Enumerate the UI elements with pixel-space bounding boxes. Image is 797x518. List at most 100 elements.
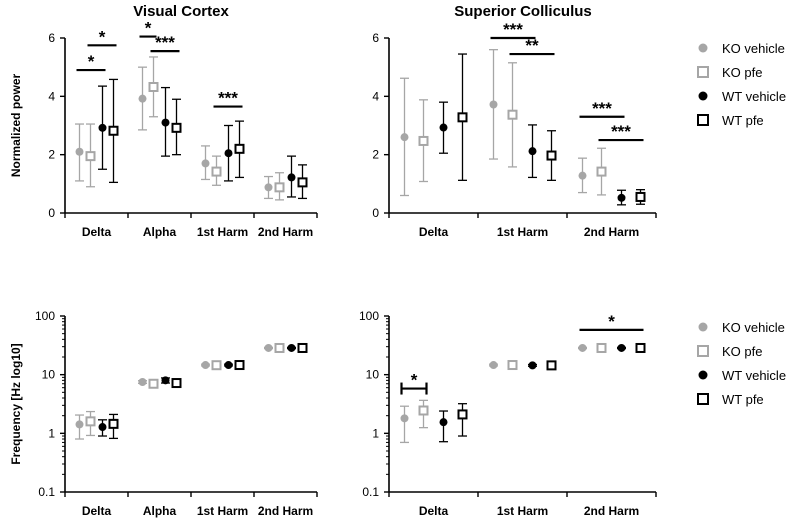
data-point [171,378,182,389]
data-point [287,343,296,352]
data-point [234,360,245,371]
x-category-label: Delta [82,504,112,518]
legend-marker-square [697,114,709,126]
data-point [297,177,308,188]
y-tick-label: 0 [372,206,379,220]
y-tick-label: 4 [372,89,379,103]
y-tick-label: 0.1 [362,485,379,499]
legend-label: KO pfe [722,344,762,359]
data-point [546,150,557,161]
significance-label: *** [218,89,238,108]
significance-label: *** [155,33,175,52]
series-wt-vehicle [98,85,296,198]
data-point [75,420,84,429]
legend-label: WT pfe [722,392,764,407]
significance-annotation: *** [490,20,536,40]
legend-item: WT pfe [697,113,764,128]
legend-label: WT pfe [722,113,764,128]
y-tick-label: 6 [372,31,379,45]
significance-annotation: * [400,371,428,395]
data-point [418,135,429,146]
y-tick-label: 100 [359,309,379,323]
data-point [264,343,273,352]
x-category-label: Delta [82,225,112,239]
legend-item: WT vehicle [698,89,786,104]
data-point [635,191,646,202]
y-tick-label: 0 [48,206,55,220]
data-point [635,342,646,353]
data-point [617,193,626,202]
x-category-label: Alpha [143,504,177,518]
significance-annotation: * [579,312,644,331]
data-point [578,171,587,180]
data-point [507,360,518,371]
significance-label: *** [592,99,612,118]
data-point [148,378,159,389]
series-ko-vehicle [400,343,587,444]
significance-annotation: *** [579,99,625,118]
data-point [439,418,448,427]
significance-annotation: ** [509,36,555,56]
data-point [85,416,96,427]
series-ko-pfe [418,342,607,429]
data-point [528,147,537,156]
data-point [148,82,159,92]
series-ko-pfe [85,342,285,437]
data-point [138,377,147,386]
data-point [161,118,170,127]
data-point [507,109,518,120]
x-category-label: Alpha [143,225,177,239]
series-wt-vehicle [439,101,626,206]
y-tick-label: 4 [48,89,55,103]
data-point [596,342,607,353]
data-point [98,423,107,432]
series-ko-pfe [418,62,607,196]
data-point [171,122,182,133]
chart-panel-1: Visual Cortex 0 2 4 6 Delta Alpha 1st Harm 2nd H… [9,3,318,239]
legend-label: KO pfe [722,65,762,80]
x-category-label: Delta [419,225,449,239]
data-point [400,133,409,142]
data-point [98,123,107,132]
legend-1: KO vehicle KO pfe WT vehicle WT pfe [697,41,786,128]
significance-annotation: *** [150,33,180,53]
data-point [287,173,296,182]
legend-marker-square [697,66,709,78]
legend-label: WT vehicle [722,368,786,383]
series-wt-pfe [108,342,308,440]
data-point [211,166,222,177]
chart-title: Visual Cortex [133,3,229,20]
data-point [108,125,119,136]
legend-item: KO vehicle [698,41,785,56]
data-point [489,100,498,109]
data-point [161,376,170,385]
significance-annotation: *** [598,122,644,142]
y-tick-label: 100 [35,309,55,323]
y-tick-label: 2 [372,148,379,162]
x-category-label: 2nd Harm [258,504,313,518]
legend-2: KO vehicle KO pfe WT vehicle WT pfe [697,320,786,407]
chart-panel-4: 0.1 1 10 100 Delta 1st Harm 2nd Harm * * [359,309,657,518]
x-category-label: 1st Harm [197,225,248,239]
significance-label: * [145,19,152,38]
data-point [274,182,285,193]
legend-label: KO vehicle [722,320,785,335]
series-wt-pfe [457,342,646,437]
x-category-label: 1st Harm [497,504,548,518]
series-ko-vehicle [400,49,587,197]
data-point [224,149,233,158]
data-point [75,147,84,156]
chart-panel-2: Superior Colliculus 0 2 4 6 Delta 1st Harm 2nd … [372,3,657,239]
legend-item: KO pfe [697,65,762,80]
data-point [274,342,285,353]
legend-label: WT vehicle [722,89,786,104]
x-category-label: 2nd Harm [258,225,313,239]
chart-title: Superior Colliculus [454,3,592,20]
significance-annotation: * [87,27,117,47]
legend-item: WT vehicle [698,368,786,383]
y-tick-label: 1 [48,426,55,440]
legend-marker-square [697,345,709,357]
y-tick-label: 6 [48,31,55,45]
y-tick-label: 1 [372,426,379,440]
